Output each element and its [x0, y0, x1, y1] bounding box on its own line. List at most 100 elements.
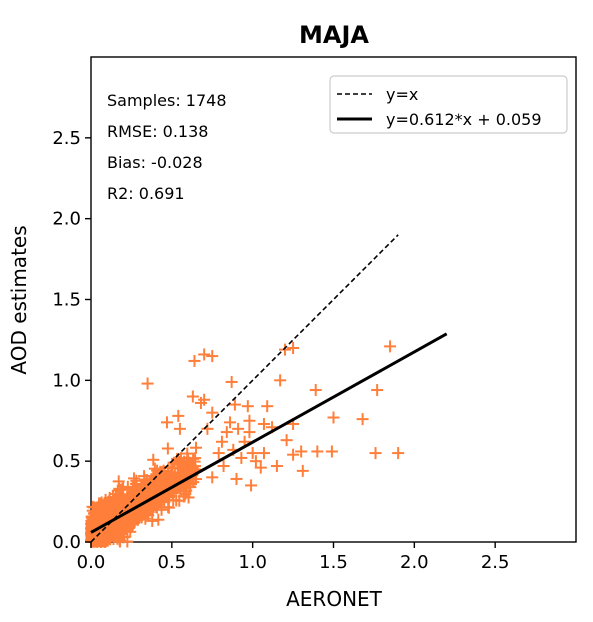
data-point — [127, 492, 140, 505]
data-point — [243, 414, 256, 427]
data-point — [188, 354, 201, 367]
data-point — [128, 472, 141, 485]
data-point — [201, 422, 214, 435]
legend-box — [329, 75, 568, 134]
data-point — [327, 411, 340, 424]
data-point — [173, 422, 186, 435]
legend: y=x y=0.612*x + 0.059 — [329, 75, 568, 134]
data-point — [180, 462, 193, 475]
x-tick-label: 0.0 — [77, 552, 106, 573]
data-point — [94, 498, 107, 511]
data-point — [147, 453, 160, 466]
data-point — [113, 525, 126, 538]
data-point — [325, 445, 338, 458]
data-point — [295, 445, 308, 458]
data-point — [198, 348, 211, 361]
data-point — [112, 498, 125, 511]
data-point — [170, 494, 183, 507]
x-tick-label: 1.5 — [319, 552, 348, 573]
data-point — [161, 442, 174, 455]
chart-title: MAJA — [299, 21, 369, 49]
legend-label: y=0.612*x + 0.059 — [386, 110, 542, 129]
data-point — [245, 479, 258, 492]
data-point — [102, 525, 115, 538]
data-point — [369, 447, 382, 460]
data-point — [137, 503, 150, 516]
data-point — [212, 447, 225, 460]
data-point — [172, 409, 185, 422]
data-point — [182, 491, 195, 504]
data-point — [243, 426, 256, 439]
data-point — [156, 478, 169, 491]
data-point — [270, 460, 283, 473]
statistics-annotations: Samples: 1748 RMSE: 0.138 Bias: -0.028 R2: … — [107, 91, 227, 203]
data-point — [254, 461, 267, 474]
data-point — [280, 434, 293, 447]
data-point — [356, 413, 369, 426]
data-point — [220, 426, 233, 439]
data-point — [279, 343, 291, 356]
axis-ticks: 0.0 0.5 1.0 1.5 2.0 2.5 0.0 0.5 1.0 1.5 2.0 2.5 — [52, 128, 509, 573]
data-point — [384, 340, 397, 353]
stat-text: R2: 0.691 — [107, 184, 185, 203]
legend-label: y=x — [386, 85, 418, 104]
data-point — [114, 535, 127, 548]
data-point — [311, 445, 324, 458]
identity-line — [90, 234, 399, 543]
data-point — [206, 471, 219, 484]
data-point — [162, 501, 175, 514]
x-tick-label: 2.0 — [400, 552, 429, 573]
data-point — [146, 514, 159, 527]
data-point — [225, 375, 238, 388]
data-point — [152, 513, 165, 526]
data-point — [241, 400, 254, 413]
y-axis-label: AOD estimates — [7, 225, 31, 374]
x-tick-label: 2.5 — [481, 552, 510, 573]
data-point — [249, 455, 262, 468]
fit-line — [90, 332, 448, 534]
data-point — [287, 448, 300, 461]
data-point — [138, 470, 151, 483]
data-point — [136, 491, 149, 504]
data-point — [160, 416, 173, 429]
y-tick-label: 1.5 — [52, 290, 81, 311]
data-point — [215, 435, 228, 448]
data-point — [309, 384, 322, 397]
data-point — [230, 472, 243, 485]
data-point — [186, 390, 199, 403]
data-point — [172, 457, 185, 470]
y-tick-label: 2.5 — [52, 128, 81, 149]
x-tick-label: 1.0 — [238, 552, 267, 573]
y-tick-label: 1.0 — [52, 370, 81, 391]
data-point — [392, 447, 405, 460]
data-point — [257, 417, 270, 430]
data-point — [228, 398, 241, 411]
data-point — [128, 515, 141, 528]
data-point — [198, 393, 211, 406]
x-axis-label: AERONET — [286, 587, 383, 611]
stat-text: Samples: 1748 — [107, 91, 227, 110]
data-point — [101, 501, 114, 514]
data-point — [180, 484, 193, 497]
data-point — [274, 374, 287, 387]
stat-text: RMSE: 0.138 — [107, 122, 208, 141]
y-tick-label: 0.5 — [52, 451, 81, 472]
y-tick-label: 2.0 — [52, 209, 81, 230]
data-point — [261, 400, 274, 413]
data-point — [93, 511, 106, 524]
data-point — [296, 464, 309, 477]
data-point — [217, 460, 230, 473]
data-point — [235, 451, 248, 464]
regression-lines — [90, 234, 448, 543]
data-point — [206, 350, 219, 363]
x-tick-label: 0.5 — [158, 552, 187, 573]
data-point — [99, 530, 112, 543]
data-point — [141, 377, 154, 390]
y-tick-label: 0.0 — [52, 532, 81, 553]
data-point — [190, 441, 203, 454]
data-point — [246, 447, 259, 460]
data-point — [144, 475, 157, 488]
data-point — [224, 416, 237, 429]
data-point — [189, 452, 202, 465]
